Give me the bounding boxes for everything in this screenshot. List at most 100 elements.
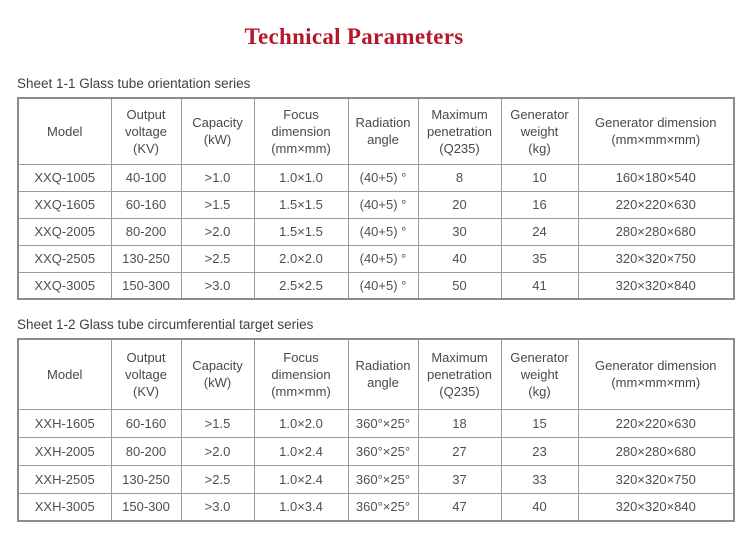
cell-output-voltage: 60-160 (110, 408, 182, 438)
sheet1-header-row: Model Output voltage (KV) Capacity (kW) … (17, 97, 735, 165)
cell-max-penetration: 30 (417, 217, 502, 246)
table-row: XXQ-2005 80-200 >2.0 1.5×1.5 (40+5) ° 30… (17, 217, 735, 246)
cell-output-voltage: 130-250 (110, 464, 182, 494)
cell-radiation-angle: (40+5) ° (347, 271, 419, 300)
cell-focus-dimension: 1.0×2.4 (253, 464, 349, 494)
cell-radiation-angle: 360°×25° (347, 408, 419, 438)
cell-radiation-angle: (40+5) ° (347, 244, 419, 273)
col-header-generator-dimension: Generator dimension (mm×mm×mm) (577, 97, 735, 165)
col-header-focus-dimension: Focus dimension (mm×mm) (253, 338, 349, 410)
cell-generator-weight: 33 (500, 464, 579, 494)
cell-radiation-angle: 360°×25° (347, 464, 419, 494)
col-header-model: Model (17, 338, 112, 410)
sheet2-caption: Sheet 1-2 Glass tube circumferential tar… (17, 317, 314, 332)
table-row: XXQ-3005 150-300 >3.0 2.5×2.5 (40+5) ° 5… (17, 271, 735, 300)
col-header-max-penetration: Maximum penetration (Q235) (417, 338, 502, 410)
cell-generator-dimension: 220×220×630 (577, 408, 735, 438)
cell-capacity: >2.5 (180, 464, 255, 494)
cell-generator-dimension: 160×180×540 (577, 163, 735, 192)
sheet2-header-row: Model Output voltage (KV) Capacity (kW) … (17, 338, 735, 410)
cell-max-penetration: 40 (417, 244, 502, 273)
cell-model: XXH-2505 (17, 464, 112, 494)
table-row: XXH-2005 80-200 >2.0 1.0×2.4 360°×25° 27… (17, 436, 735, 466)
cell-capacity: >1.5 (180, 190, 255, 219)
cell-radiation-angle: 360°×25° (347, 492, 419, 522)
cell-capacity: >1.5 (180, 408, 255, 438)
cell-generator-dimension: 320×320×840 (577, 271, 735, 300)
cell-model: XXH-1605 (17, 408, 112, 438)
cell-max-penetration: 27 (417, 436, 502, 466)
sheet1-table: Model Output voltage (KV) Capacity (kW) … (17, 97, 735, 300)
table-row: XXH-1605 60-160 >1.5 1.0×2.0 360°×25° 18… (17, 408, 735, 438)
cell-output-voltage: 40-100 (110, 163, 182, 192)
cell-max-penetration: 37 (417, 464, 502, 494)
table-row: XXQ-2505 130-250 >2.5 2.0×2.0 (40+5) ° 4… (17, 244, 735, 273)
cell-focus-dimension: 1.0×1.0 (253, 163, 349, 192)
cell-max-penetration: 20 (417, 190, 502, 219)
cell-focus-dimension: 1.0×3.4 (253, 492, 349, 522)
cell-model: XXQ-3005 (17, 271, 112, 300)
cell-max-penetration: 8 (417, 163, 502, 192)
col-header-model: Model (17, 97, 112, 165)
cell-model: XXQ-1605 (17, 190, 112, 219)
cell-focus-dimension: 1.5×1.5 (253, 190, 349, 219)
cell-output-voltage: 150-300 (110, 271, 182, 300)
cell-generator-weight: 41 (500, 271, 579, 300)
cell-radiation-angle: (40+5) ° (347, 217, 419, 246)
cell-output-voltage: 60-160 (110, 190, 182, 219)
cell-capacity: >2.0 (180, 436, 255, 466)
col-header-radiation-angle: Radiation angle (347, 338, 419, 410)
cell-max-penetration: 47 (417, 492, 502, 522)
cell-model: XXQ-1005 (17, 163, 112, 192)
cell-model: XXQ-2505 (17, 244, 112, 273)
page-title: Technical Parameters (244, 24, 464, 49)
col-header-max-penetration: Maximum penetration (Q235) (417, 97, 502, 165)
cell-capacity: >2.5 (180, 244, 255, 273)
cell-focus-dimension: 1.0×2.0 (253, 408, 349, 438)
col-header-capacity: Capacity (kW) (180, 338, 255, 410)
cell-capacity: >3.0 (180, 492, 255, 522)
col-header-output-voltage: Output voltage (KV) (110, 338, 182, 410)
col-header-radiation-angle: Radiation angle (347, 97, 419, 165)
table-row: XXQ-1005 40-100 >1.0 1.0×1.0 (40+5) ° 8 … (17, 163, 735, 192)
cell-output-voltage: 80-200 (110, 217, 182, 246)
col-header-capacity: Capacity (kW) (180, 97, 255, 165)
cell-output-voltage: 130-250 (110, 244, 182, 273)
cell-output-voltage: 150-300 (110, 492, 182, 522)
table-row: XXH-3005 150-300 >3.0 1.0×3.4 360°×25° 4… (17, 492, 735, 522)
table-row: XXQ-1605 60-160 >1.5 1.5×1.5 (40+5) ° 20… (17, 190, 735, 219)
cell-generator-dimension: 280×280×680 (577, 436, 735, 466)
cell-focus-dimension: 1.0×2.4 (253, 436, 349, 466)
cell-model: XXH-2005 (17, 436, 112, 466)
cell-generator-dimension: 320×320×840 (577, 492, 735, 522)
cell-generator-weight: 10 (500, 163, 579, 192)
cell-generator-weight: 35 (500, 244, 579, 273)
cell-generator-weight: 40 (500, 492, 579, 522)
col-header-generator-dimension: Generator dimension (mm×mm×mm) (577, 338, 735, 410)
sheet2-table: Model Output voltage (KV) Capacity (kW) … (17, 338, 735, 522)
cell-radiation-angle: (40+5) ° (347, 190, 419, 219)
cell-generator-dimension: 280×280×680 (577, 217, 735, 246)
cell-generator-weight: 15 (500, 408, 579, 438)
cell-generator-weight: 23 (500, 436, 579, 466)
cell-capacity: >1.0 (180, 163, 255, 192)
cell-generator-dimension: 220×220×630 (577, 190, 735, 219)
cell-focus-dimension: 2.5×2.5 (253, 271, 349, 300)
cell-generator-weight: 16 (500, 190, 579, 219)
cell-max-penetration: 50 (417, 271, 502, 300)
col-header-output-voltage: Output voltage (KV) (110, 97, 182, 165)
cell-generator-weight: 24 (500, 217, 579, 246)
cell-focus-dimension: 1.5×1.5 (253, 217, 349, 246)
cell-model: XXQ-2005 (17, 217, 112, 246)
cell-radiation-angle: (40+5) ° (347, 163, 419, 192)
cell-max-penetration: 18 (417, 408, 502, 438)
col-header-generator-weight: Generator weight (kg) (500, 97, 579, 165)
cell-capacity: >3.0 (180, 271, 255, 300)
sheet1-caption: Sheet 1-1 Glass tube orientation series (17, 76, 251, 91)
cell-generator-dimension: 320×320×750 (577, 464, 735, 494)
col-header-generator-weight: Generator weight (kg) (500, 338, 579, 410)
cell-capacity: >2.0 (180, 217, 255, 246)
cell-focus-dimension: 2.0×2.0 (253, 244, 349, 273)
col-header-focus-dimension: Focus dimension (mm×mm) (253, 97, 349, 165)
